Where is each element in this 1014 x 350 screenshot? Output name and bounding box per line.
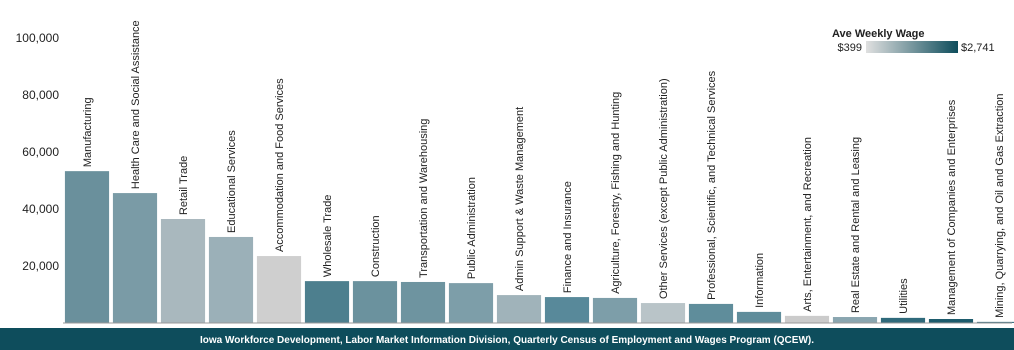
bar-label: Wholesale Trade (322, 195, 334, 278)
bar (592, 297, 638, 323)
bar (496, 295, 542, 323)
bar-label: Public Administration (466, 177, 478, 279)
bar (640, 303, 686, 323)
bar-label: Real Estate and Rental and Leasing (850, 137, 862, 313)
bar-label: Other Services (except Public Administra… (658, 78, 670, 299)
y-tick-label: 100,000 (16, 31, 60, 45)
y-tick-label: 60,000 (22, 145, 59, 159)
bar (208, 236, 254, 323)
bar (400, 281, 446, 323)
footer-band (0, 328, 1014, 350)
bar-label: Management of Companies and Enterprises (946, 99, 958, 315)
bar-label: Mining, Quarrying, and Oil and Gas Extra… (994, 93, 1006, 317)
bar-label: Arts, Entertainment, and Recreation (802, 137, 814, 312)
bar (736, 311, 782, 323)
bar-label: Health Care and Social Assistance (130, 20, 142, 189)
bar (976, 321, 1014, 323)
bar (688, 303, 734, 323)
bar (256, 256, 302, 323)
legend-title: Ave Weekly Wage (832, 28, 925, 40)
legend-min: $399 (838, 42, 862, 54)
bar-label: Utilities (898, 278, 910, 314)
bar-label: Agriculture, Forestry, Fishing and Hunti… (610, 92, 622, 294)
bar (160, 219, 206, 323)
bar (880, 317, 926, 323)
legend-max: $2,741 (961, 42, 995, 54)
bar-label: Information (754, 253, 766, 308)
bar (784, 315, 830, 323)
legend-gradient (866, 41, 958, 53)
y-tick-label: 20,000 (22, 259, 59, 273)
bar-label: Admin Support & Waste Management (514, 107, 526, 291)
bar (112, 193, 158, 323)
bar (928, 319, 974, 323)
bar-label: Finance and Insurance (562, 181, 574, 293)
bar-label: Manufacturing (82, 97, 94, 167)
source: Iowa Workforce Development, Labor Market… (200, 335, 814, 346)
y-tick-label: 80,000 (22, 88, 59, 102)
bar-label: Accommodation and Food Services (274, 78, 286, 252)
bar (352, 281, 398, 323)
bar-label: Retail Trade (178, 156, 190, 215)
bar (544, 297, 590, 323)
bar-label: Educational Services (226, 130, 238, 233)
bar-label: Professional, Scientific, and Technical … (706, 70, 718, 300)
bar (304, 281, 350, 323)
bar-label: Construction (370, 215, 382, 277)
bar (448, 283, 494, 323)
y-tick-label: 40,000 (22, 202, 59, 216)
bar (64, 171, 110, 323)
bar-label: Transportation and Warehousing (418, 119, 430, 278)
bar (832, 317, 878, 323)
